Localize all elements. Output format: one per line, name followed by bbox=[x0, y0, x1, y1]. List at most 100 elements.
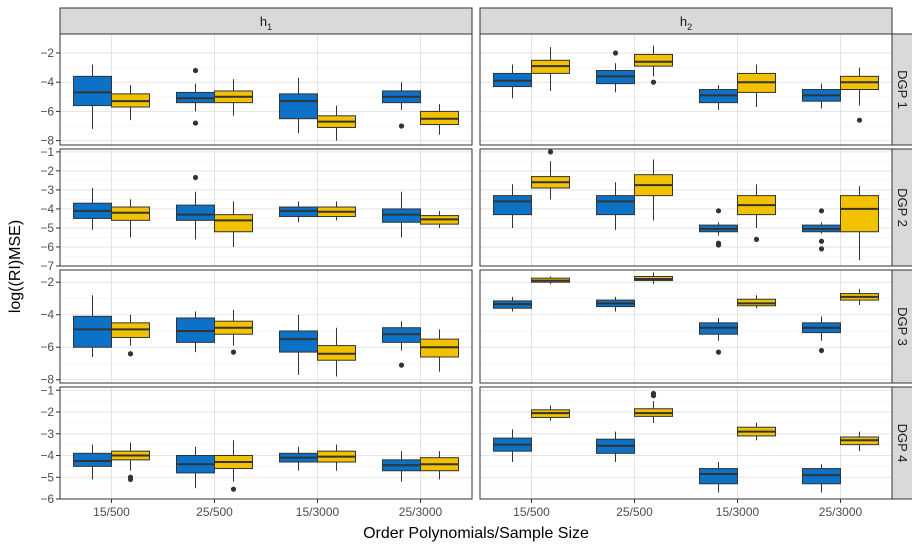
panel bbox=[479, 386, 893, 500]
panel bbox=[479, 148, 893, 267]
row-strip-label: DGP 2 bbox=[895, 188, 910, 227]
box-outlier bbox=[230, 486, 237, 492]
x-axis-ticks: 15/500 25/500 15/3000 25/3000 15/500 25/500 15… bbox=[93, 499, 863, 519]
box-outlier bbox=[230, 349, 237, 355]
box-outlier bbox=[398, 362, 405, 368]
box-outlier bbox=[818, 246, 825, 252]
box-body bbox=[279, 93, 318, 120]
box-outlier bbox=[127, 351, 134, 357]
box-body bbox=[279, 330, 318, 353]
box-body bbox=[73, 452, 112, 467]
y-tick-label: −3 bbox=[40, 183, 54, 197]
column-strip-label-subscript: 2 bbox=[687, 22, 692, 32]
box-outlier bbox=[753, 236, 760, 242]
box-outlier bbox=[192, 120, 199, 126]
panel-border bbox=[59, 269, 473, 384]
panel-background bbox=[60, 34, 472, 145]
box-outlier bbox=[192, 67, 199, 74]
y-tick-label: −3 bbox=[40, 427, 54, 441]
y-tick-label: −4 bbox=[40, 75, 54, 89]
box-outlier bbox=[192, 174, 199, 181]
box-body bbox=[840, 195, 879, 233]
box-body bbox=[634, 53, 673, 67]
panel bbox=[479, 269, 893, 384]
column-strip-label: h1 bbox=[260, 14, 272, 32]
x-tick-label: 15/500 bbox=[513, 505, 550, 519]
row-strip-label: DGP 4 bbox=[895, 424, 910, 463]
row-strip bbox=[891, 269, 912, 384]
y-tick-label: −6 bbox=[40, 492, 54, 506]
y-axis-ticks: −2−4−6−8−1−2−3−4−5−6−7−2−4−6−8−1−2−3−4−5… bbox=[40, 46, 60, 506]
x-tick-label: 25/500 bbox=[616, 505, 653, 519]
column-strip-label-main: h bbox=[260, 14, 267, 29]
y-tick-label: −8 bbox=[40, 373, 54, 387]
y-axis-title: log((RI)MSE) bbox=[7, 220, 24, 313]
y-tick-label: −4 bbox=[40, 202, 54, 216]
y-tick-label: −1 bbox=[40, 145, 54, 159]
panel-border bbox=[59, 386, 473, 500]
box-outlier bbox=[818, 347, 825, 354]
y-tick-label: −2 bbox=[40, 46, 54, 60]
box-body bbox=[73, 75, 112, 107]
box-outlier bbox=[715, 242, 722, 248]
panels-layer bbox=[59, 33, 893, 500]
y-tick-label: −4 bbox=[40, 308, 54, 322]
panel-background bbox=[60, 387, 472, 499]
box-outlier bbox=[127, 476, 134, 483]
box-outlier bbox=[547, 149, 554, 155]
box-body bbox=[73, 315, 112, 348]
box-outlier bbox=[818, 208, 825, 214]
y-tick-label: −4 bbox=[40, 449, 54, 463]
y-tick-label: −2 bbox=[40, 164, 54, 178]
row-strip bbox=[891, 148, 912, 267]
box-outlier bbox=[650, 79, 657, 85]
y-tick-label: −2 bbox=[40, 405, 54, 419]
x-tick-label: 25/3000 bbox=[399, 505, 443, 519]
box-body bbox=[176, 204, 215, 221]
y-tick-label: −8 bbox=[40, 134, 54, 148]
x-tick-label: 15/3000 bbox=[716, 505, 760, 519]
y-tick-label: −6 bbox=[40, 240, 54, 254]
column-strip-label-main: h bbox=[680, 14, 687, 29]
row-strip-label: DGP 3 bbox=[895, 307, 910, 346]
box-body bbox=[493, 195, 532, 216]
box-body bbox=[802, 468, 841, 485]
box-outlier bbox=[650, 393, 657, 399]
box-outlier bbox=[715, 349, 722, 355]
row-strip-label: DGP 1 bbox=[895, 70, 910, 109]
box-outlier bbox=[715, 208, 722, 214]
x-tick-label: 15/3000 bbox=[296, 505, 340, 519]
box-body bbox=[596, 195, 635, 216]
column-strip-label: h2 bbox=[680, 14, 692, 32]
x-tick-label: 25/500 bbox=[196, 505, 233, 519]
panel bbox=[59, 148, 473, 267]
y-tick-label: −6 bbox=[40, 340, 54, 354]
y-tick-label: −5 bbox=[40, 221, 54, 235]
y-tick-label: −6 bbox=[40, 104, 54, 118]
panel bbox=[59, 386, 473, 500]
panel bbox=[59, 33, 473, 146]
x-tick-label: 15/500 bbox=[93, 505, 130, 519]
panel bbox=[59, 269, 473, 384]
x-tick-label: 25/3000 bbox=[819, 505, 863, 519]
box-outlier bbox=[398, 123, 405, 129]
column-strip bbox=[59, 7, 473, 35]
panel-border bbox=[59, 148, 473, 267]
box-outlier bbox=[818, 238, 825, 244]
panel-background bbox=[480, 149, 892, 266]
y-tick-label: −7 bbox=[40, 259, 54, 273]
y-tick-label: −1 bbox=[40, 383, 54, 397]
x-axis-title: Order Polynomials/Sample Size bbox=[363, 525, 589, 542]
box-body bbox=[699, 468, 738, 485]
y-tick-label: −5 bbox=[40, 470, 54, 484]
box-outlier bbox=[612, 50, 619, 56]
column-strip bbox=[479, 7, 893, 35]
box-outlier bbox=[856, 117, 863, 123]
row-strip bbox=[891, 33, 912, 146]
y-tick-label: −2 bbox=[40, 275, 54, 289]
row-strip bbox=[891, 386, 912, 500]
box-body bbox=[214, 214, 253, 233]
panel bbox=[479, 33, 893, 146]
